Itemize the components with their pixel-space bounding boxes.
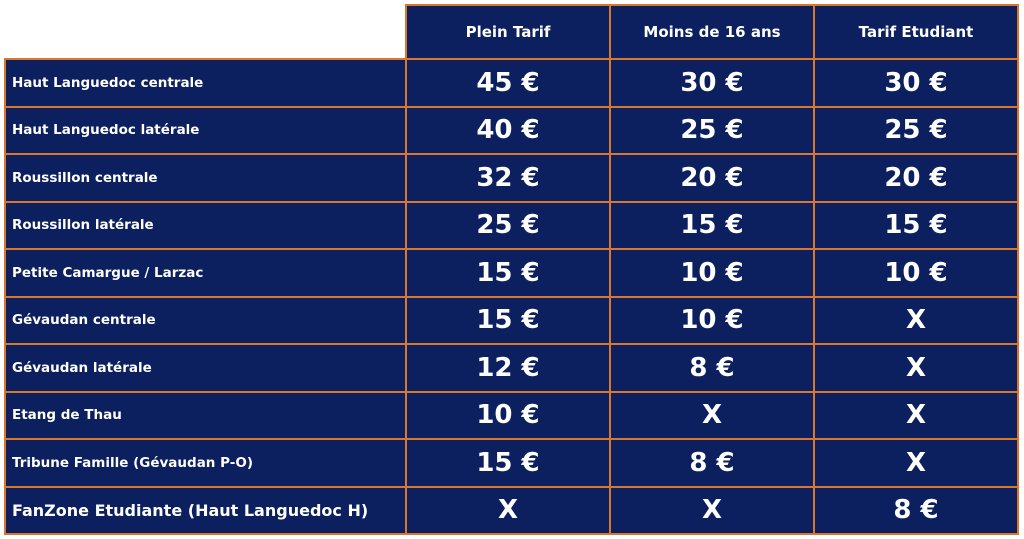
zone-label: Etang de Thau xyxy=(4,390,407,440)
table-row: Roussillon centrale 32 €20 €20 € xyxy=(4,153,1019,203)
price-cell: 30 € xyxy=(609,58,815,108)
table-row: Gévaudan latérale 12 €8 € X xyxy=(4,343,1019,393)
price-cell: X xyxy=(609,390,815,440)
price-cell: 20 € xyxy=(609,153,815,203)
price-cell: 10 € xyxy=(609,248,815,298)
price-cell: X xyxy=(813,295,1019,345)
price-cell: 12 € xyxy=(405,343,611,393)
price-cell: 15 € xyxy=(405,295,611,345)
table-row: Haut Languedoc latérale 40 €25 €25 € xyxy=(4,105,1019,155)
price-cell: X xyxy=(813,343,1019,393)
zone-label: Gévaudan latérale xyxy=(4,343,407,393)
price-cell: X xyxy=(813,438,1019,488)
zone-label: Haut Languedoc centrale xyxy=(4,58,407,108)
zone-label: Tribune Famille (Gévaudan P-O) xyxy=(4,438,407,488)
price-cell: 15 € xyxy=(405,438,611,488)
price-cell: 30 € xyxy=(813,58,1019,108)
table-row: Etang de Thau 10 € X X xyxy=(4,390,1019,440)
price-cell: 40 € xyxy=(405,105,611,155)
price-cell: 32 € xyxy=(405,153,611,203)
price-cell: X xyxy=(405,485,611,535)
price-cell: 25 € xyxy=(813,105,1019,155)
price-cell: 20 € xyxy=(813,153,1019,203)
table-row: Petite Camargue / Larzac 15 €10 €10 € xyxy=(4,248,1019,298)
price-cell: 45 € xyxy=(405,58,611,108)
price-cell: 10 € xyxy=(405,390,611,440)
zone-label: Petite Camargue / Larzac xyxy=(4,248,407,298)
zone-label: Gévaudan centrale xyxy=(4,295,407,345)
price-cell: 15 € xyxy=(813,200,1019,250)
table-row: FanZone Etudiante (Haut Languedoc H) X X 8 … xyxy=(4,485,1019,535)
zone-label: Haut Languedoc latérale xyxy=(4,105,407,155)
header-row: Plein Tarif Moins de 16 ans Tarif Etudia… xyxy=(5,4,1019,60)
header-tarif-etudiant: Tarif Etudiant xyxy=(813,4,1019,60)
price-cell: 15 € xyxy=(405,248,611,298)
price-cell: 8 € xyxy=(813,485,1019,535)
price-cell: 15 € xyxy=(609,200,815,250)
price-cell: 25 € xyxy=(609,105,815,155)
zone-label: Roussillon latérale xyxy=(4,200,407,250)
price-cell: 10 € xyxy=(813,248,1019,298)
zone-label: Roussillon centrale xyxy=(4,153,407,203)
price-cell: 8 € xyxy=(609,343,815,393)
price-cell: X xyxy=(813,390,1019,440)
price-cell: 25 € xyxy=(405,200,611,250)
header-moins-16-ans: Moins de 16 ans xyxy=(609,4,815,60)
table-row: Haut Languedoc centrale 45 €30 €30 € xyxy=(4,58,1019,108)
price-cell: X xyxy=(609,485,815,535)
price-table: Plein Tarif Moins de 16 ans Tarif Etudia… xyxy=(4,4,1019,535)
header-blank-cell xyxy=(5,5,407,60)
table-row: Gévaudan centrale 15 €10 € X xyxy=(4,295,1019,345)
price-cell: 8 € xyxy=(609,438,815,488)
header-plein-tarif: Plein Tarif xyxy=(405,4,611,60)
table-row: Roussillon latérale 25 €15 €15 € xyxy=(4,200,1019,250)
zone-label: FanZone Etudiante (Haut Languedoc H) xyxy=(4,485,407,535)
table-row: Tribune Famille (Gévaudan P-O) 15 €8 € X xyxy=(4,438,1019,488)
price-cell: 10 € xyxy=(609,295,815,345)
